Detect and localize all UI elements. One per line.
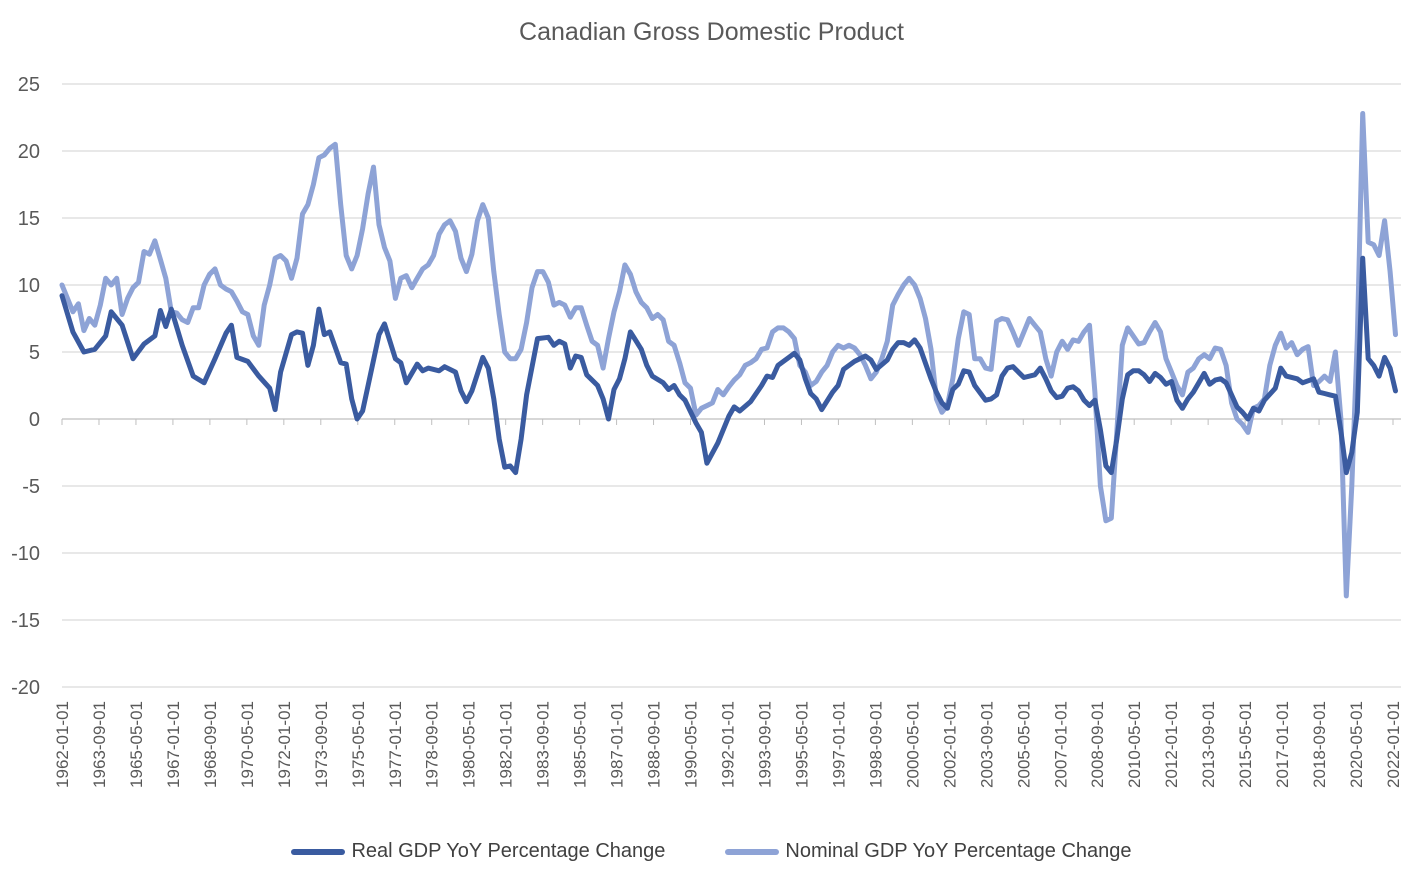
x-tick-label: 2017-01-01 [1273, 701, 1292, 788]
x-tick-label: 1992-01-01 [719, 701, 738, 788]
legend-label-real-gdp: Real GDP YoY Percentage Change [351, 840, 666, 862]
x-tick-label: 1967-01-01 [164, 701, 183, 788]
x-tick-label: 2010-05-01 [1125, 701, 1144, 788]
x-tick-label: 1978-09-01 [423, 701, 442, 788]
x-tick-label: 2015-05-01 [1236, 701, 1255, 788]
y-tick-label: -10 [11, 543, 40, 565]
x-tick-label: 1977-01-01 [386, 701, 405, 788]
x-tick-label: 2003-09-01 [977, 701, 996, 788]
x-tick-label: 1970-05-01 [238, 701, 257, 788]
x-tick-label: 1963-09-01 [90, 701, 109, 788]
x-tick-label: 1998-09-01 [866, 701, 885, 788]
legend-swatch-nominal-gdp [725, 848, 780, 855]
x-tick-label: 1983-09-01 [534, 701, 553, 788]
x-tick-label: 1982-01-01 [497, 701, 516, 788]
x-tick-label: 1990-05-01 [682, 701, 701, 788]
y-tick-label: 25 [18, 74, 40, 96]
x-tick-label: 1987-01-01 [608, 701, 627, 788]
x-tick-label: 1997-01-01 [829, 701, 848, 788]
y-tick-label: 20 [18, 141, 40, 163]
legend-swatch-real-gdp [291, 848, 346, 855]
x-tick-label: 2012-01-01 [1162, 701, 1181, 788]
y-tick-label: 10 [18, 275, 40, 297]
x-tick-label: 1985-05-01 [571, 701, 590, 788]
series-line-real-gdp [59, 255, 1398, 476]
x-tick-label: 1968-09-01 [201, 701, 220, 788]
x-tick-label: 1965-05-01 [127, 701, 146, 788]
x-tick-label: 2002-01-01 [940, 701, 959, 788]
legend-label-nominal-gdp: Nominal GDP YoY Percentage Change [785, 840, 1132, 862]
x-tick-label: 2007-01-01 [1051, 701, 1070, 788]
series-line-nominal-gdp [59, 111, 1398, 599]
x-tick-label: 2020-05-01 [1347, 701, 1366, 788]
x-tick-label: 1962-01-01 [53, 701, 72, 788]
x-tick-label: 2013-09-01 [1199, 701, 1218, 788]
x-tick-label: 1988-09-01 [645, 701, 664, 788]
y-tick-label: -5 [22, 476, 40, 498]
x-tick-label: 1975-05-01 [349, 701, 368, 788]
x-tick-label: 2018-09-01 [1310, 701, 1329, 788]
y-tick-label: 0 [29, 409, 40, 431]
legend-item-nominal-gdp: Nominal GDP YoY Percentage Change [725, 840, 1132, 863]
legend: Real GDP YoY Percentage Change Nominal G… [0, 840, 1423, 863]
x-tick-label: 2022-01-01 [1384, 701, 1403, 788]
x-tick-label: 2000-05-01 [903, 701, 922, 788]
chart-title: Canadian Gross Domestic Product [519, 18, 904, 46]
legend-item-real-gdp: Real GDP YoY Percentage Change [291, 840, 665, 863]
x-tick-label: 1993-09-01 [755, 701, 774, 788]
x-tick-label: 1980-05-01 [460, 701, 479, 788]
y-tick-label: -15 [11, 610, 40, 632]
x-tick-label: 1995-05-01 [792, 701, 811, 788]
y-tick-label: -20 [11, 677, 40, 699]
x-tick-label: 2005-05-01 [1014, 701, 1033, 788]
x-tick-label: 1972-01-01 [275, 701, 294, 788]
x-tick-label: 1973-09-01 [312, 701, 331, 788]
x-tick-label: 2008-09-01 [1088, 701, 1107, 788]
y-tick-label: 5 [29, 342, 40, 364]
y-tick-label: 15 [18, 208, 40, 230]
